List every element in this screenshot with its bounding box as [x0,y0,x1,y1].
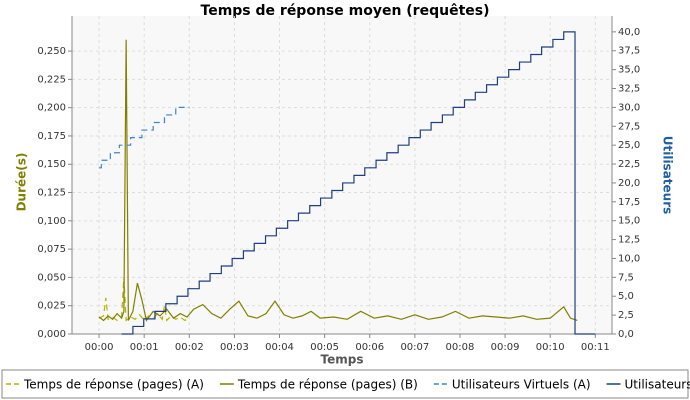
x-tick-label: 00:09 [491,342,520,353]
y2-tick-label: 12,5 [618,235,640,246]
y-tick-label: 0,150 [37,159,66,170]
y2-tick-label: 20,0 [618,178,640,189]
y-tick-label: 0,200 [37,103,66,114]
y-tick-label: 0,225 [37,74,66,85]
x-tick-label: 00:00 [85,342,114,353]
legend-box [1,369,689,399]
y2-tick-label: 7,5 [618,272,634,283]
y2-tick-label: 30,0 [618,102,640,113]
y-axis-title: Durée(s) [15,153,29,212]
y2-tick-label: 17,5 [618,197,640,208]
y2-tick-label: 27,5 [618,121,640,132]
y2-tick-label: 2,5 [618,310,634,321]
y-tick-label: 0,175 [37,131,66,142]
x-tick-label: 00:04 [265,342,294,353]
y-tick-label: 0,050 [37,272,66,283]
x-tick-label: 00:08 [446,342,475,353]
y2-tick-label: 5,0 [618,291,634,302]
y-tick-label: 0,025 [37,301,66,312]
series-line [121,31,596,335]
y2-tick-label: 37,5 [618,46,640,57]
legend-label: Utilisateurs Virtuels (B) [625,378,690,392]
x-tick-label: 00:01 [130,342,159,353]
y2-tick-label: 40,0 [618,27,640,38]
y-tick-label: 0,000 [37,329,66,340]
series-line [99,106,190,169]
x-axis-title: Temps [321,353,364,367]
y-tick-label: 0,075 [37,244,66,255]
y2-tick-label: 25,0 [618,140,640,151]
x-tick-label: 00:11 [581,342,610,353]
y2-tick-label: 0,0 [618,329,634,340]
y2-tick-label: 15,0 [618,216,640,227]
x-tick-label: 00:10 [536,342,565,353]
legend-label: Temps de réponse (pages) (B) [237,378,418,392]
y2-tick-label: 10,0 [618,253,640,264]
x-tick-label: 00:07 [400,342,429,353]
y2-tick-label: 32,5 [618,84,640,95]
x-tick-label: 00:03 [220,342,249,353]
y2-tick-label: 35,0 [618,65,640,76]
y2-tick-label: 22,5 [618,159,640,170]
chart-title: Temps de réponse moyen (requêtes) [201,3,490,19]
y-tick-label: 0,125 [37,188,66,199]
series-line [98,39,578,322]
y-tick-label: 0,100 [37,216,66,227]
legend-label: Temps de réponse (pages) (A) [23,378,204,392]
x-tick-label: 00:02 [175,342,204,353]
x-tick-label: 00:06 [355,342,384,353]
y2-axis-title: Utilisateurs [661,136,675,215]
series-line [98,277,190,322]
x-tick-label: 00:05 [310,342,339,353]
plot-area [72,16,612,334]
legend-label: Utilisateurs Virtuels (A) [452,378,591,392]
y-tick-label: 0,250 [37,46,66,57]
